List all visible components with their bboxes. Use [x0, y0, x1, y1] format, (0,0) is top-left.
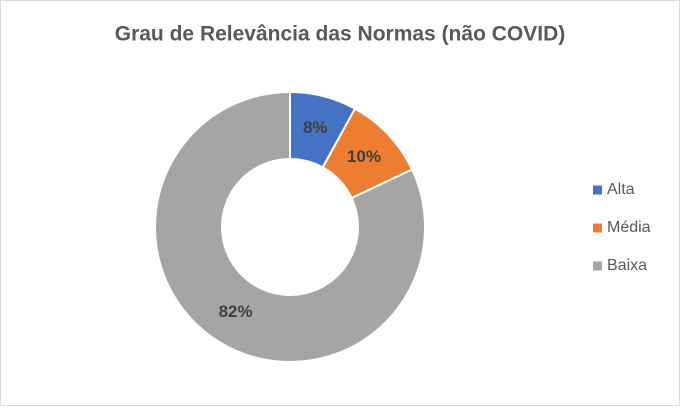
chart-title: Grau de Relevância das Normas (não COVID…: [115, 23, 565, 46]
legend-label: Média: [607, 219, 651, 236]
donut-slice: [154, 90, 426, 363]
legend-label: Baixa: [607, 257, 647, 274]
data-label: 10%: [347, 147, 381, 166]
legend-label: Alta: [607, 181, 635, 198]
legend-swatch: [593, 185, 602, 195]
legend-swatch: [593, 223, 602, 233]
legend-swatch: [593, 261, 602, 271]
data-label: 8%: [303, 118, 328, 137]
data-label: 82%: [219, 302, 253, 321]
